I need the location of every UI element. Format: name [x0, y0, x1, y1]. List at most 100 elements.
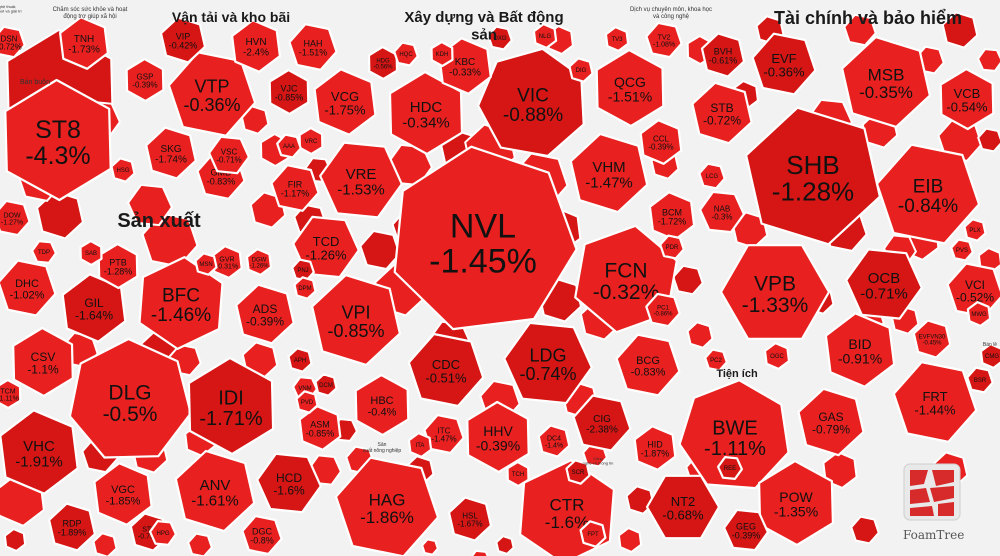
stock-cell-tnh[interactable]: TNH-1.73%	[58, 16, 110, 70]
stock-cell-bid[interactable]: BID-0.91%	[824, 312, 896, 388]
stock-cell-tcm[interactable]: TCM-1.11%	[0, 378, 22, 410]
stock-cell-vci[interactable]: VCI-0.52%	[946, 262, 1000, 318]
stock-cell-st8[interactable]: ST8-4.3%	[4, 78, 112, 202]
stock-cell-hid[interactable]: HID-1.87%	[633, 425, 677, 471]
stock-cell-nlg[interactable]: NLG	[532, 23, 558, 50]
stock-cell-csv[interactable]: CSV-1.1%	[12, 326, 74, 398]
stock-cell-cig[interactable]: CIG-2.38%	[572, 394, 632, 452]
stock-cell-vgc[interactable]: VGC-1.85%	[93, 462, 153, 526]
stock-cell-hqc[interactable]: HQC	[393, 41, 419, 67]
stock-cell-gil[interactable]: GIL-1.64%	[61, 273, 127, 343]
stock-cell-pvs[interactable]: PVS	[950, 238, 974, 262]
stock-cell-hpg[interactable]: HPG	[149, 519, 177, 547]
stock-cell-ree[interactable]: REE	[716, 456, 744, 480]
stock-cell-pdr[interactable]: PDR	[659, 234, 685, 260]
stock-cell-fpt[interactable]: FPT	[579, 520, 607, 548]
stock-cell-ccl[interactable]: CCL-0.39%	[639, 119, 683, 165]
stock-cell-geg[interactable]: GEG-0.39%	[722, 508, 770, 552]
stock-cell-evfvn30[interactable]: EVFVN30-0.45%	[912, 319, 952, 359]
stock-cell-pc1[interactable]: PC1-0.86%	[645, 292, 681, 328]
stock-cell-dpm[interactable]: DPM	[293, 276, 317, 300]
stock-cell-ogc[interactable]: OGC	[763, 342, 791, 370]
stock-cell-asm[interactable]: ASM-0.85%	[298, 405, 342, 451]
stock-cell-aaa[interactable]: AAA	[276, 133, 302, 159]
stock-cell-pow[interactable]: POW-1.35%	[757, 459, 835, 547]
stock-cell-shb[interactable]: SHB-1.28%	[744, 106, 882, 246]
stock-cell-fir[interactable]: FIR-1.17%	[270, 164, 320, 212]
stock-cell-vtp[interactable]: VTP-0.36%	[167, 51, 257, 137]
stock-cell-dc4[interactable]: DC4-1.4%	[537, 424, 571, 458]
stock-cell-vcg[interactable]: VCG-1.75%	[313, 68, 377, 136]
stock-cell-nab[interactable]: NAB-0.3%	[698, 190, 746, 234]
stock-cell-dgw[interactable]: DGW-1.26%	[245, 248, 273, 276]
stock-cell-qcg[interactable]: QCG-1.51%	[595, 48, 665, 128]
stock-cell-vpb[interactable]: VPB-1.33%	[719, 244, 831, 340]
stock-cell-dgc[interactable]: DGC-0.8%	[241, 514, 283, 556]
stock-cell-msn[interactable]: MSN	[194, 252, 218, 276]
stock-cell-ldg[interactable]: LDG-0.74%	[503, 321, 593, 405]
stock-cell-tcd[interactable]: TCD-1.26%	[292, 215, 360, 279]
stock-cell-dhc[interactable]: DHC-1.02%	[0, 259, 57, 317]
stock-cell-vjc[interactable]: VJC-0.85%	[268, 68, 310, 116]
stock-cell-cdc[interactable]: CDC-0.51%	[407, 332, 485, 408]
stock-cell-cmg[interactable]: CMG	[979, 343, 1000, 369]
stock-cell-vcb[interactable]: VCB-0.54%	[939, 67, 995, 131]
stock-cell-mwg[interactable]: MWG	[966, 301, 992, 327]
stock-cell-hvn[interactable]: HVN-2.4%	[231, 19, 281, 73]
stock-cell-hag[interactable]: HAG-1.86%	[334, 456, 440, 556]
stock-cell-tdp[interactable]: TDP	[30, 240, 58, 264]
stock-cell-pvd[interactable]: PVD	[295, 390, 319, 414]
stock-cell-skg[interactable]: SKG-1.74%	[145, 126, 197, 180]
stock-cell-dlg[interactable]: DLG-0.5%	[68, 337, 192, 459]
stock-cell-tv3[interactable]: TV3	[604, 26, 630, 53]
stock-cell-plx[interactable]: PLX	[963, 218, 987, 242]
stock-cell-hhv[interactable]: HHV-0.39%	[466, 400, 530, 474]
stock-cell-dxg[interactable]: DXG	[487, 25, 513, 51]
stock-cell-lcg[interactable]: LCG	[698, 162, 726, 190]
stock-cell-eib[interactable]: EIB-0.84%	[875, 143, 981, 245]
stock-cell-bvh[interactable]: BVH-0.61%	[700, 32, 746, 78]
stock-cell-gas[interactable]: GAS-0.79%	[797, 387, 865, 457]
stock-cell-tv2[interactable]: TV2-1.08%	[645, 21, 683, 59]
stock-cell-hsl[interactable]: HSL-1.67%	[447, 496, 493, 542]
stock-cell-kdh[interactable]: KDH	[430, 40, 454, 68]
stock-cell-vsc[interactable]: VSC-0.71%	[208, 135, 250, 175]
stock-cell-hcd[interactable]: HCD-1.6%	[256, 452, 322, 514]
stock-cell-ads[interactable]: ADS-0.39%	[235, 283, 295, 345]
stock-cell-bwe[interactable]: BWE-1.11%	[678, 379, 790, 490]
stock-cell-msb[interactable]: MSB-0.35%	[840, 35, 932, 129]
stock-cell-vre[interactable]: VRE-1.53%	[319, 141, 403, 219]
stock-cell-hdg[interactable]: HDG-0.56%	[367, 45, 399, 81]
stock-cell-aph[interactable]: APH	[287, 347, 313, 373]
stock-cell-vhc[interactable]: VHC-1.91%	[0, 409, 79, 495]
stock-cell-vrc[interactable]: VRC	[298, 126, 324, 156]
stock-cell-ita[interactable]: ITA	[407, 432, 433, 458]
stock-cell-rdp[interactable]: RDP-1.89%	[47, 502, 97, 552]
stock-cell-idi[interactable]: IDI-1.71%	[187, 356, 275, 456]
stock-cell-vpi[interactable]: VPI-0.85%	[311, 274, 401, 366]
stock-cell-anv[interactable]: ANV-1.61%	[174, 449, 256, 533]
stock-cell-itc[interactable]: ITC-1.47%	[423, 413, 465, 455]
stock-cell-scr[interactable]: SCR	[565, 459, 591, 485]
stock-cell-bcg[interactable]: BCG-0.83%	[615, 333, 681, 397]
stock-cell-tch[interactable]: TCH	[506, 460, 530, 488]
stock-cell-dcm[interactable]: DCM	[314, 373, 338, 397]
stock-cell-nt2[interactable]: NT2-0.68%	[645, 474, 721, 540]
stock-cell-pc2[interactable]: PC2	[704, 348, 728, 372]
stock-cell-ocb[interactable]: OCB-0.71%	[845, 248, 923, 320]
stock-cell-nvl[interactable]: NVL-1.45%	[393, 145, 578, 331]
stock-cell-hdc[interactable]: HDC-0.34%	[388, 70, 464, 156]
stock-cell-gvr[interactable]: GVR-0.31%	[211, 245, 243, 279]
stock-cell-evf[interactable]: EVF-0.36%	[751, 32, 817, 96]
stock-cell-sab[interactable]: SAB	[79, 239, 103, 267]
stock-cell-hah[interactable]: HAH-1.51%	[288, 23, 338, 71]
stock-cell-hbc[interactable]: HBC-0.4%	[354, 373, 410, 437]
stock-cell-gsp[interactable]: GSP-0.39%	[125, 57, 165, 103]
stock-cell-vhm[interactable]: VHM-1.47%	[569, 132, 649, 214]
stock-cell-bfc[interactable]: BFC-1.46%	[138, 256, 224, 350]
stock-cell-dig[interactable]: DIG	[568, 57, 594, 83]
stock-cell-hsg[interactable]: HSG	[110, 157, 136, 183]
stock-cell-vip[interactable]: VIP-0.42%	[159, 16, 207, 64]
stock-cell-stb[interactable]: STB-0.72%	[691, 81, 753, 145]
stock-cell-frt[interactable]: FRT-1.44%	[892, 361, 978, 443]
